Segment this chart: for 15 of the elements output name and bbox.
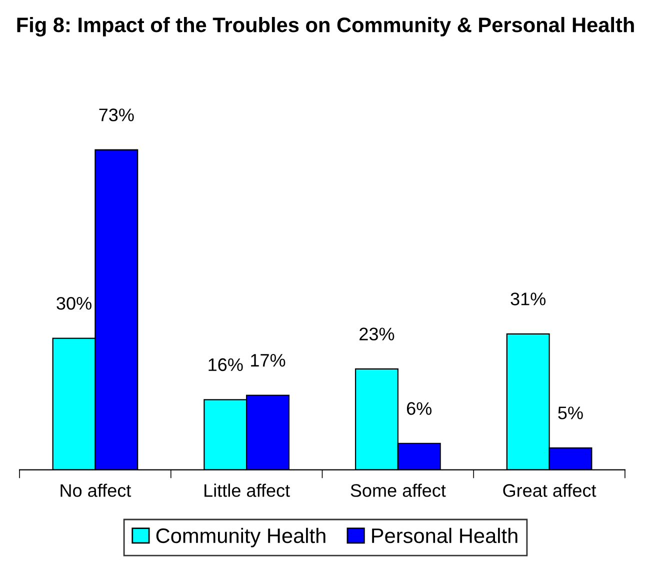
- legend-label: Community Health: [156, 528, 326, 548]
- data-label: 17%: [251, 354, 286, 367]
- chart-title: Fig 8: Impact of the Troubles on Community & Personal Health: [17, 16, 634, 36]
- legend-label: Personal Health: [372, 528, 518, 544]
- x-tick-label: Some affect: [350, 484, 446, 497]
- data-label: 73%: [99, 108, 134, 122]
- data-label: 6%: [406, 402, 432, 415]
- x-tick-label: Little affect: [204, 484, 290, 497]
- x-tick-label: No affect: [60, 484, 132, 497]
- data-label: 23%: [360, 328, 394, 340]
- data-label: 5%: [558, 406, 583, 420]
- data-label: 31%: [510, 292, 546, 306]
- data-label: 30%: [56, 296, 92, 310]
- data-label: 16%: [208, 358, 243, 372]
- x-tick-label: Great affect: [503, 484, 596, 497]
